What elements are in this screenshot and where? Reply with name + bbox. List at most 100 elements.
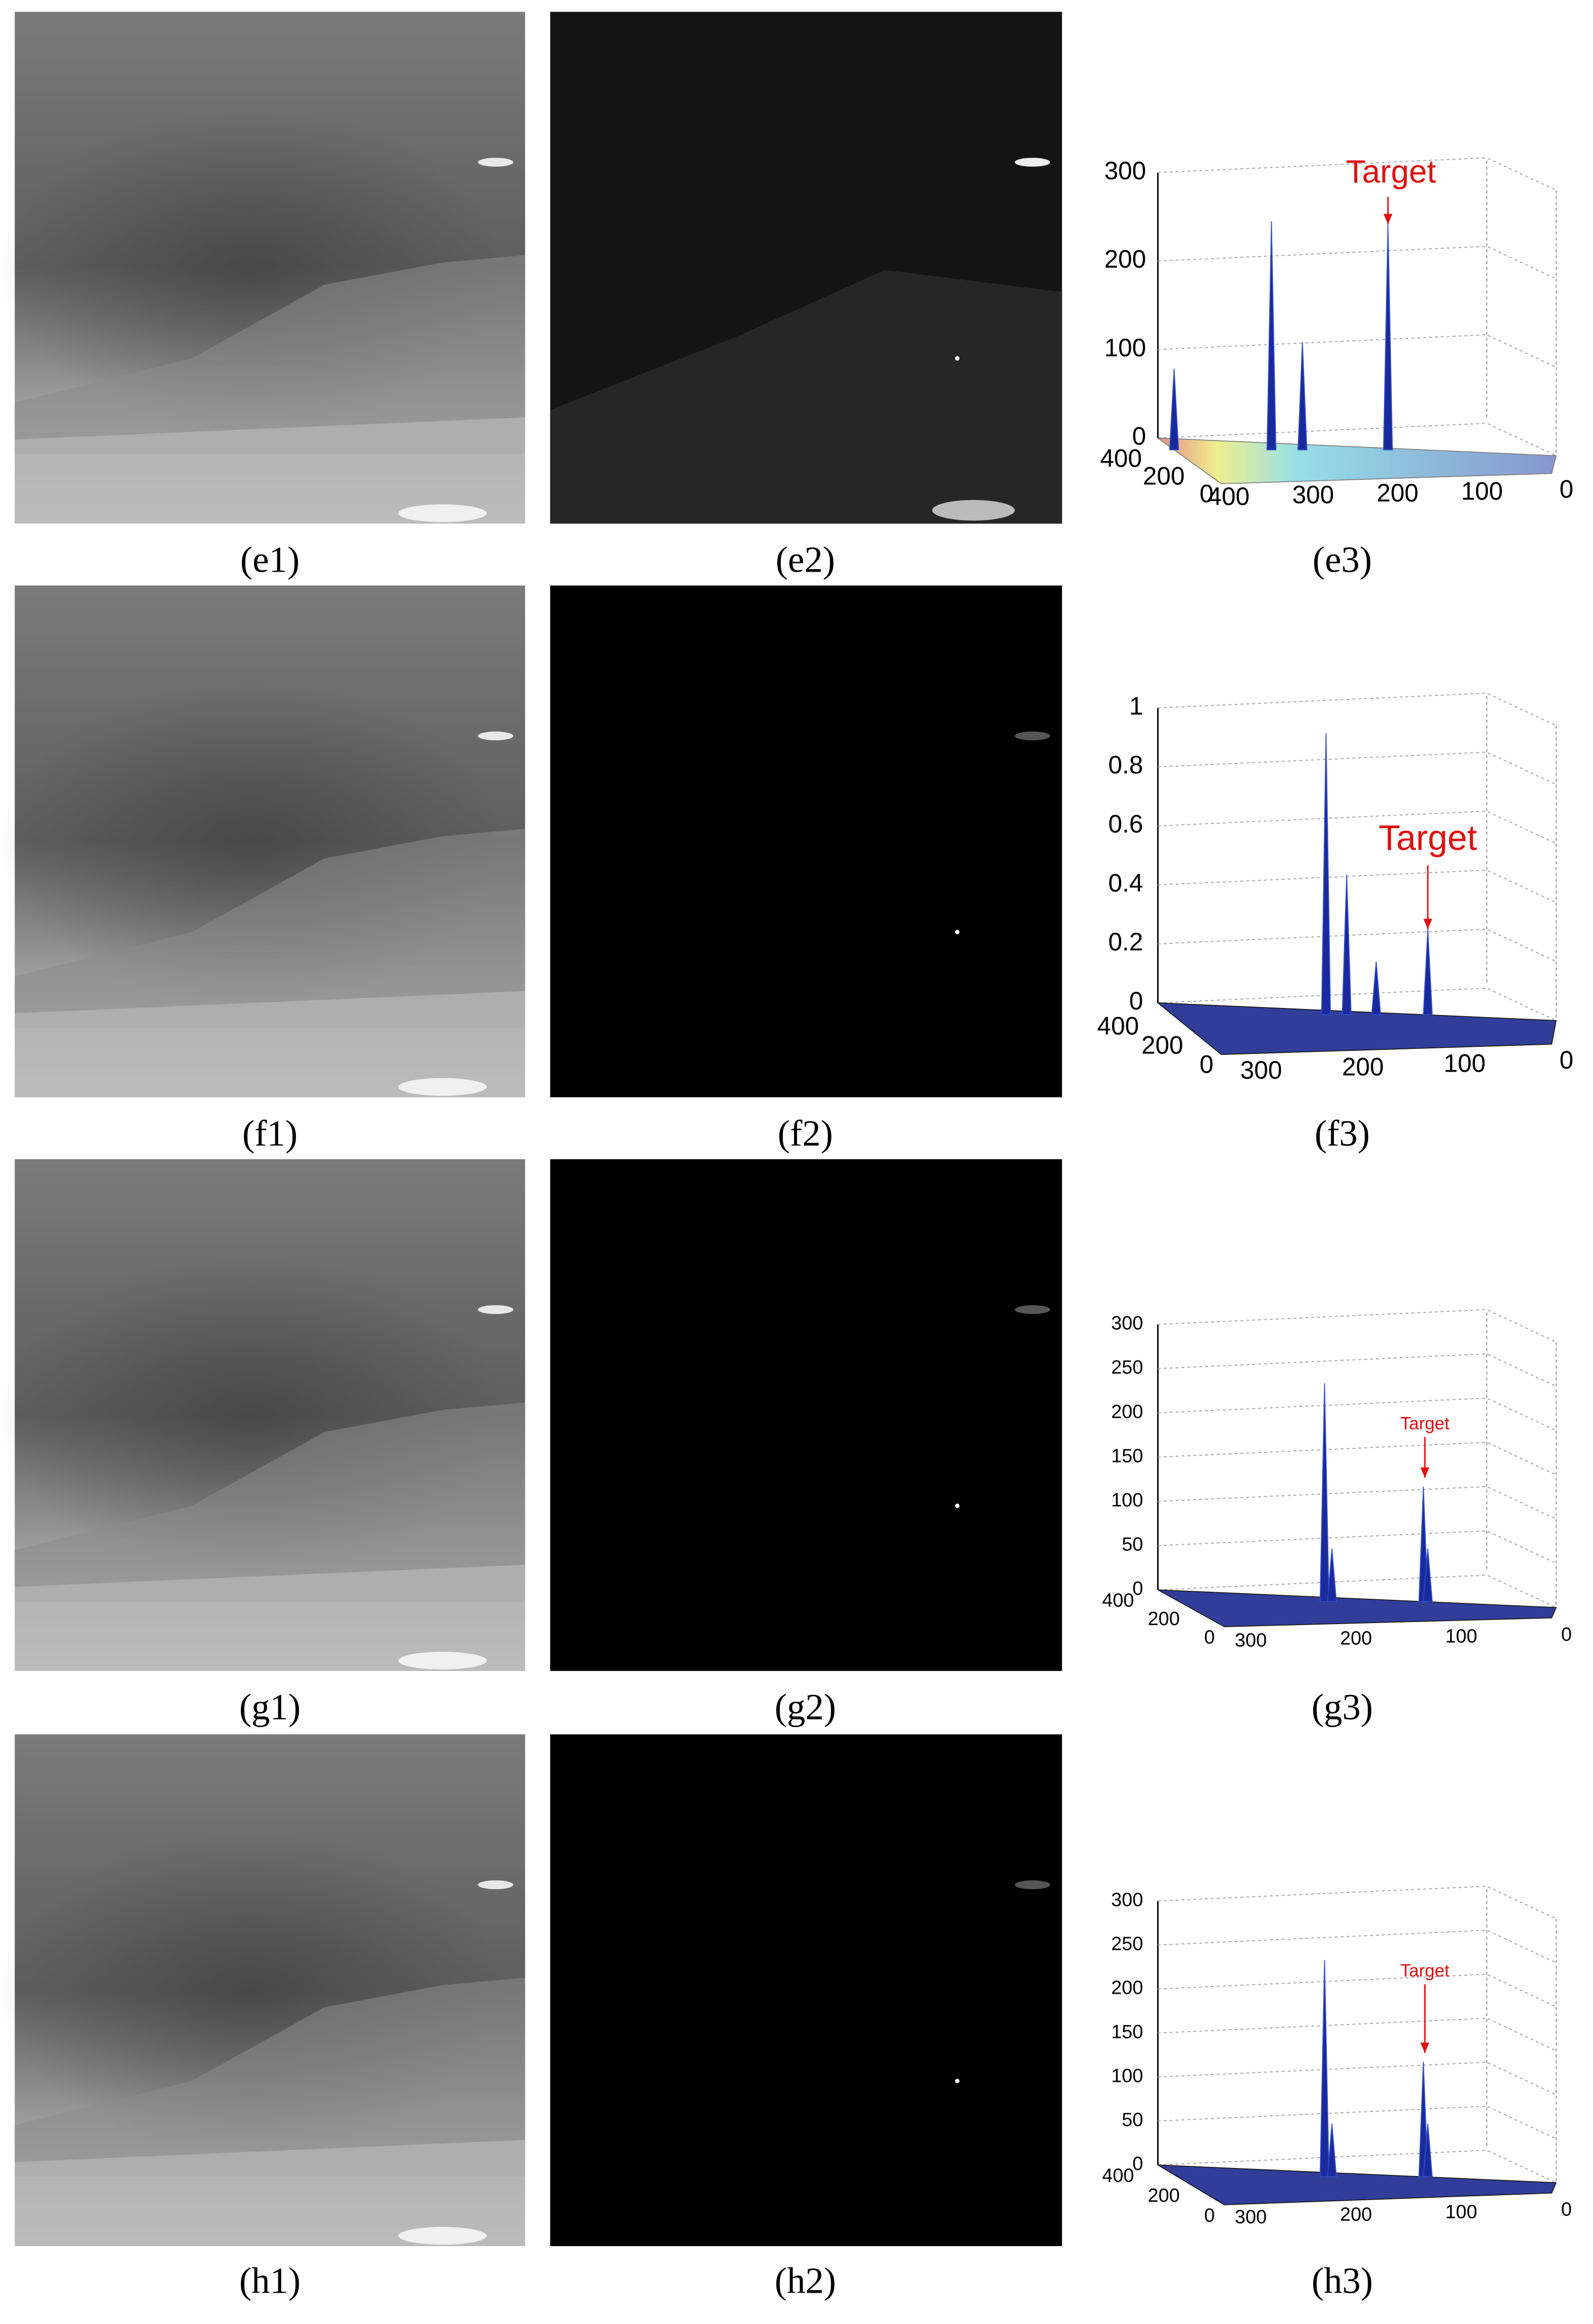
x-tick-label: 100 bbox=[1445, 1626, 1477, 1647]
x-tick-label: 300 bbox=[1292, 481, 1334, 509]
y-tick-label: 400 bbox=[1097, 1012, 1139, 1040]
z-tick-label: 150 bbox=[1111, 1445, 1143, 1467]
x-tick-label: 100 bbox=[1461, 477, 1503, 505]
floor bbox=[1158, 2164, 1557, 2205]
infrared-image bbox=[0, 1734, 525, 2246]
grid-line bbox=[1158, 1486, 1557, 1520]
grid-line bbox=[1158, 157, 1557, 191]
grid-line bbox=[1158, 334, 1557, 368]
x-tick-label: 200 bbox=[1340, 1628, 1372, 1649]
z-tick-label: 200 bbox=[1111, 1978, 1143, 1999]
x-tick-label: 300 bbox=[1235, 2206, 1267, 2228]
z-tick-label: 0.8 bbox=[1108, 751, 1143, 779]
floor bbox=[1156, 437, 1557, 484]
x-tick-label: 0 bbox=[1561, 1624, 1572, 1645]
caption: (f3) bbox=[1315, 1113, 1370, 1153]
spike bbox=[1298, 342, 1308, 450]
grid-line bbox=[1158, 1930, 1557, 1963]
caption: (f2) bbox=[778, 1113, 833, 1153]
mountain bbox=[15, 829, 525, 1028]
x-tick-label: 0 bbox=[1560, 1046, 1574, 1074]
grid-line bbox=[1158, 751, 1557, 785]
grid-line bbox=[1158, 811, 1557, 844]
spike bbox=[1266, 221, 1277, 450]
y-tick-label: 400 bbox=[1102, 2165, 1134, 2187]
y-tick-label: 200 bbox=[1141, 1031, 1183, 1059]
annotation: Target bbox=[1346, 154, 1436, 190]
grid-line bbox=[1158, 987, 1557, 1021]
x-tick-label: 300 bbox=[1235, 1630, 1267, 1651]
grid-line bbox=[1158, 1886, 1557, 1919]
z-tick-label: 200 bbox=[1104, 245, 1146, 273]
caption: (e2) bbox=[776, 539, 835, 580]
bright-ground bbox=[932, 500, 1015, 521]
image-background bbox=[550, 1159, 1062, 1671]
z-tick-label: 100 bbox=[1104, 333, 1146, 362]
x-tick-label: 200 bbox=[1377, 479, 1419, 507]
mountain bbox=[15, 1978, 525, 2177]
caption: (h3) bbox=[1312, 2260, 1373, 2301]
bright-ground bbox=[398, 1078, 487, 1096]
grid-line bbox=[1158, 928, 1557, 963]
grid-line bbox=[1158, 1530, 1557, 1564]
bright-ground bbox=[398, 1651, 487, 1670]
y-tick-label: 0 bbox=[1200, 479, 1214, 508]
grid-line bbox=[1158, 2061, 1557, 2095]
bright-object bbox=[478, 1305, 514, 1315]
z-tick-label: 250 bbox=[1111, 1934, 1143, 1955]
grid-line bbox=[1158, 1974, 1557, 2007]
foreground bbox=[15, 991, 525, 1097]
z-tick-label: 150 bbox=[1111, 2022, 1143, 2043]
grid-line bbox=[1158, 245, 1557, 279]
y-tick-label: 200 bbox=[1148, 1608, 1180, 1630]
grid-line bbox=[1158, 2017, 1557, 2051]
target-point bbox=[955, 2079, 960, 2084]
y-tick-label: 200 bbox=[1148, 2185, 1180, 2206]
z-tick-label: 0 bbox=[1129, 987, 1143, 1015]
floor bbox=[1158, 1589, 1557, 1628]
infrared-image bbox=[0, 1159, 525, 1671]
bright-object bbox=[1015, 1880, 1051, 1890]
bright-object bbox=[478, 158, 514, 167]
annotation: Target bbox=[1400, 1961, 1450, 1981]
x-tick-label: 400 bbox=[1208, 482, 1250, 511]
target-point bbox=[955, 1503, 960, 1508]
spike bbox=[1321, 733, 1331, 1016]
image-background bbox=[550, 1734, 1062, 2246]
spike bbox=[1327, 2124, 1337, 2178]
spike bbox=[1319, 1383, 1330, 1602]
z-tick-label: 0.4 bbox=[1108, 869, 1143, 897]
bright-object bbox=[1015, 158, 1051, 167]
z-tick-label: 100 bbox=[1111, 2065, 1143, 2087]
caption: (e3) bbox=[1313, 539, 1372, 580]
grid-line bbox=[1158, 1353, 1557, 1387]
caption: (e1) bbox=[240, 539, 300, 580]
processed-image bbox=[550, 585, 1062, 1097]
z-tick-label: 200 bbox=[1111, 1401, 1143, 1423]
annotation: Target bbox=[1379, 818, 1477, 857]
infrared-image bbox=[0, 12, 525, 524]
foreground bbox=[15, 2140, 525, 2246]
spike bbox=[1383, 224, 1393, 450]
grid-line bbox=[1158, 1574, 1557, 1608]
x-tick-label: 100 bbox=[1445, 2202, 1477, 2223]
mountain bbox=[550, 270, 1062, 524]
spike bbox=[1423, 929, 1433, 1016]
z-tick-label: 0.2 bbox=[1108, 928, 1143, 956]
bright-object bbox=[1015, 1305, 1051, 1315]
x-tick-label: 100 bbox=[1444, 1049, 1486, 1078]
z-tick-label: 0 bbox=[1132, 422, 1147, 450]
z-tick-label: 0 bbox=[1132, 1578, 1143, 1599]
annotation: Target bbox=[1400, 1413, 1450, 1433]
grid-line bbox=[1158, 870, 1557, 903]
y-tick-label: 0 bbox=[1200, 1050, 1214, 1079]
z-tick-label: 0.6 bbox=[1108, 810, 1143, 838]
grid-line bbox=[1158, 692, 1557, 726]
foreground bbox=[15, 417, 525, 524]
caption: (g3) bbox=[1312, 1686, 1373, 1727]
